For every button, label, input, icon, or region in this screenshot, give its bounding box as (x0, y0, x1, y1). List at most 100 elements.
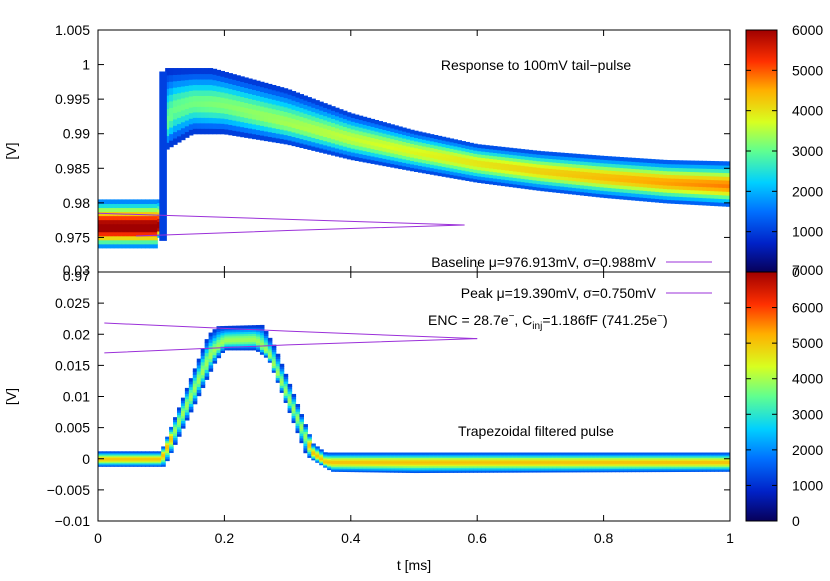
heatmap-cell (370, 118, 376, 124)
heatmap-cell (453, 149, 459, 153)
heatmap-cell (461, 166, 466, 171)
heatmap-cell (342, 461, 348, 465)
heatmap-cell (496, 178, 502, 183)
heatmap-cell (670, 178, 676, 183)
heatmap-cell (279, 96, 285, 102)
heatmap-cell (161, 448, 166, 451)
heatmap-cell (133, 455, 139, 457)
heatmap-cell (599, 463, 605, 466)
heatmap-cell (572, 463, 577, 466)
heatmap-cell (149, 463, 154, 466)
heatmap-cell (220, 123, 225, 130)
heatmap-cell (240, 337, 245, 341)
heatmap-cell (263, 97, 269, 103)
heatmap-cell (263, 339, 269, 343)
heatmap-cell (528, 468, 534, 471)
heatmap-cell (338, 460, 344, 463)
heatmap-cell (429, 150, 435, 155)
heatmap-cell (346, 147, 352, 152)
heatmap-cell (548, 458, 553, 462)
heatmap-cell (726, 466, 730, 469)
heatmap-cell (319, 135, 324, 141)
heatmap-cell (295, 97, 301, 103)
heatmap-cell (607, 468, 613, 471)
heatmap-cell (706, 168, 711, 173)
heatmap-cell (165, 456, 170, 460)
heatmap-cell (465, 167, 470, 172)
heatmap-cell (651, 198, 656, 203)
heatmap-cell (465, 173, 470, 178)
heatmap-cell (702, 190, 707, 195)
heatmap-cell (674, 199, 680, 204)
heatmap-cell (295, 420, 301, 424)
heatmap-cell (595, 179, 601, 184)
heatmap-cell (532, 459, 538, 462)
heatmap-cell (473, 452, 478, 455)
heatmap-cell (603, 466, 609, 470)
heatmap-cell (674, 185, 680, 190)
heatmap-cell (275, 133, 281, 139)
heatmap-cell (129, 207, 135, 213)
heatmap-cell (619, 160, 624, 165)
heatmap-cell (599, 155, 605, 160)
heatmap-cell (216, 341, 222, 346)
heatmap-cell (489, 470, 494, 473)
heatmap-cell (516, 168, 522, 172)
heatmap-cell (346, 465, 352, 468)
heatmap-cell (169, 431, 174, 434)
heatmap-cell (619, 460, 624, 463)
heatmap-cell (165, 142, 170, 150)
heatmap-cell (350, 148, 356, 153)
heatmap-cell (406, 455, 411, 459)
heatmap-cell (698, 461, 703, 465)
heatmap-cell (568, 160, 573, 164)
heatmap-cell (141, 219, 146, 225)
heatmap-cell (556, 159, 561, 163)
heatmap-cell (173, 437, 178, 441)
heatmap-cell (303, 431, 308, 435)
heatmap-cell (141, 231, 146, 237)
heatmap-cell (232, 325, 237, 329)
heatmap-cell (461, 160, 466, 165)
heatmap-cell (358, 462, 364, 465)
heatmap-cell (248, 88, 253, 94)
heatmap-cell (524, 457, 530, 460)
heatmap-cell (528, 459, 534, 462)
heatmap-cell (489, 454, 494, 457)
heatmap-cell (643, 186, 648, 191)
heatmap-cell (493, 149, 498, 154)
heatmap-cell (627, 455, 632, 458)
heatmap-cell (575, 454, 581, 457)
heatmap-cell (627, 470, 632, 473)
heatmap-cell (283, 378, 289, 382)
heatmap-cell (342, 466, 348, 469)
heatmap-cell (678, 457, 684, 460)
heatmap-cell (469, 457, 474, 460)
heatmap-cell (145, 215, 150, 221)
heatmap-cell (583, 164, 589, 169)
heatmap-cell (694, 457, 699, 460)
heatmap-cell (342, 134, 348, 139)
heatmap-cell (394, 455, 399, 459)
heatmap-cell (295, 106, 301, 112)
heatmap-cell (524, 156, 530, 160)
heatmap-cell (200, 384, 206, 389)
heatmap-cell (457, 455, 462, 459)
heatmap-cell (109, 457, 115, 460)
heatmap-cell (489, 145, 494, 150)
heatmap-cell (540, 462, 545, 465)
heatmap-cell (319, 450, 324, 453)
heatmap-cell (528, 460, 534, 463)
heatmap-cell (449, 464, 455, 467)
heatmap-cell (165, 101, 170, 110)
heatmap-cell (473, 165, 478, 170)
heatmap-cell (173, 68, 178, 75)
xtick-label: 0.2 (215, 530, 235, 546)
heatmap-cell (240, 116, 245, 123)
heatmap-cell (682, 461, 688, 465)
heatmap-cell (224, 337, 229, 341)
heatmap-cell (540, 154, 545, 159)
heatmap-cell (188, 129, 194, 136)
heatmap-cell (714, 468, 719, 471)
heatmap-cell (682, 466, 688, 469)
